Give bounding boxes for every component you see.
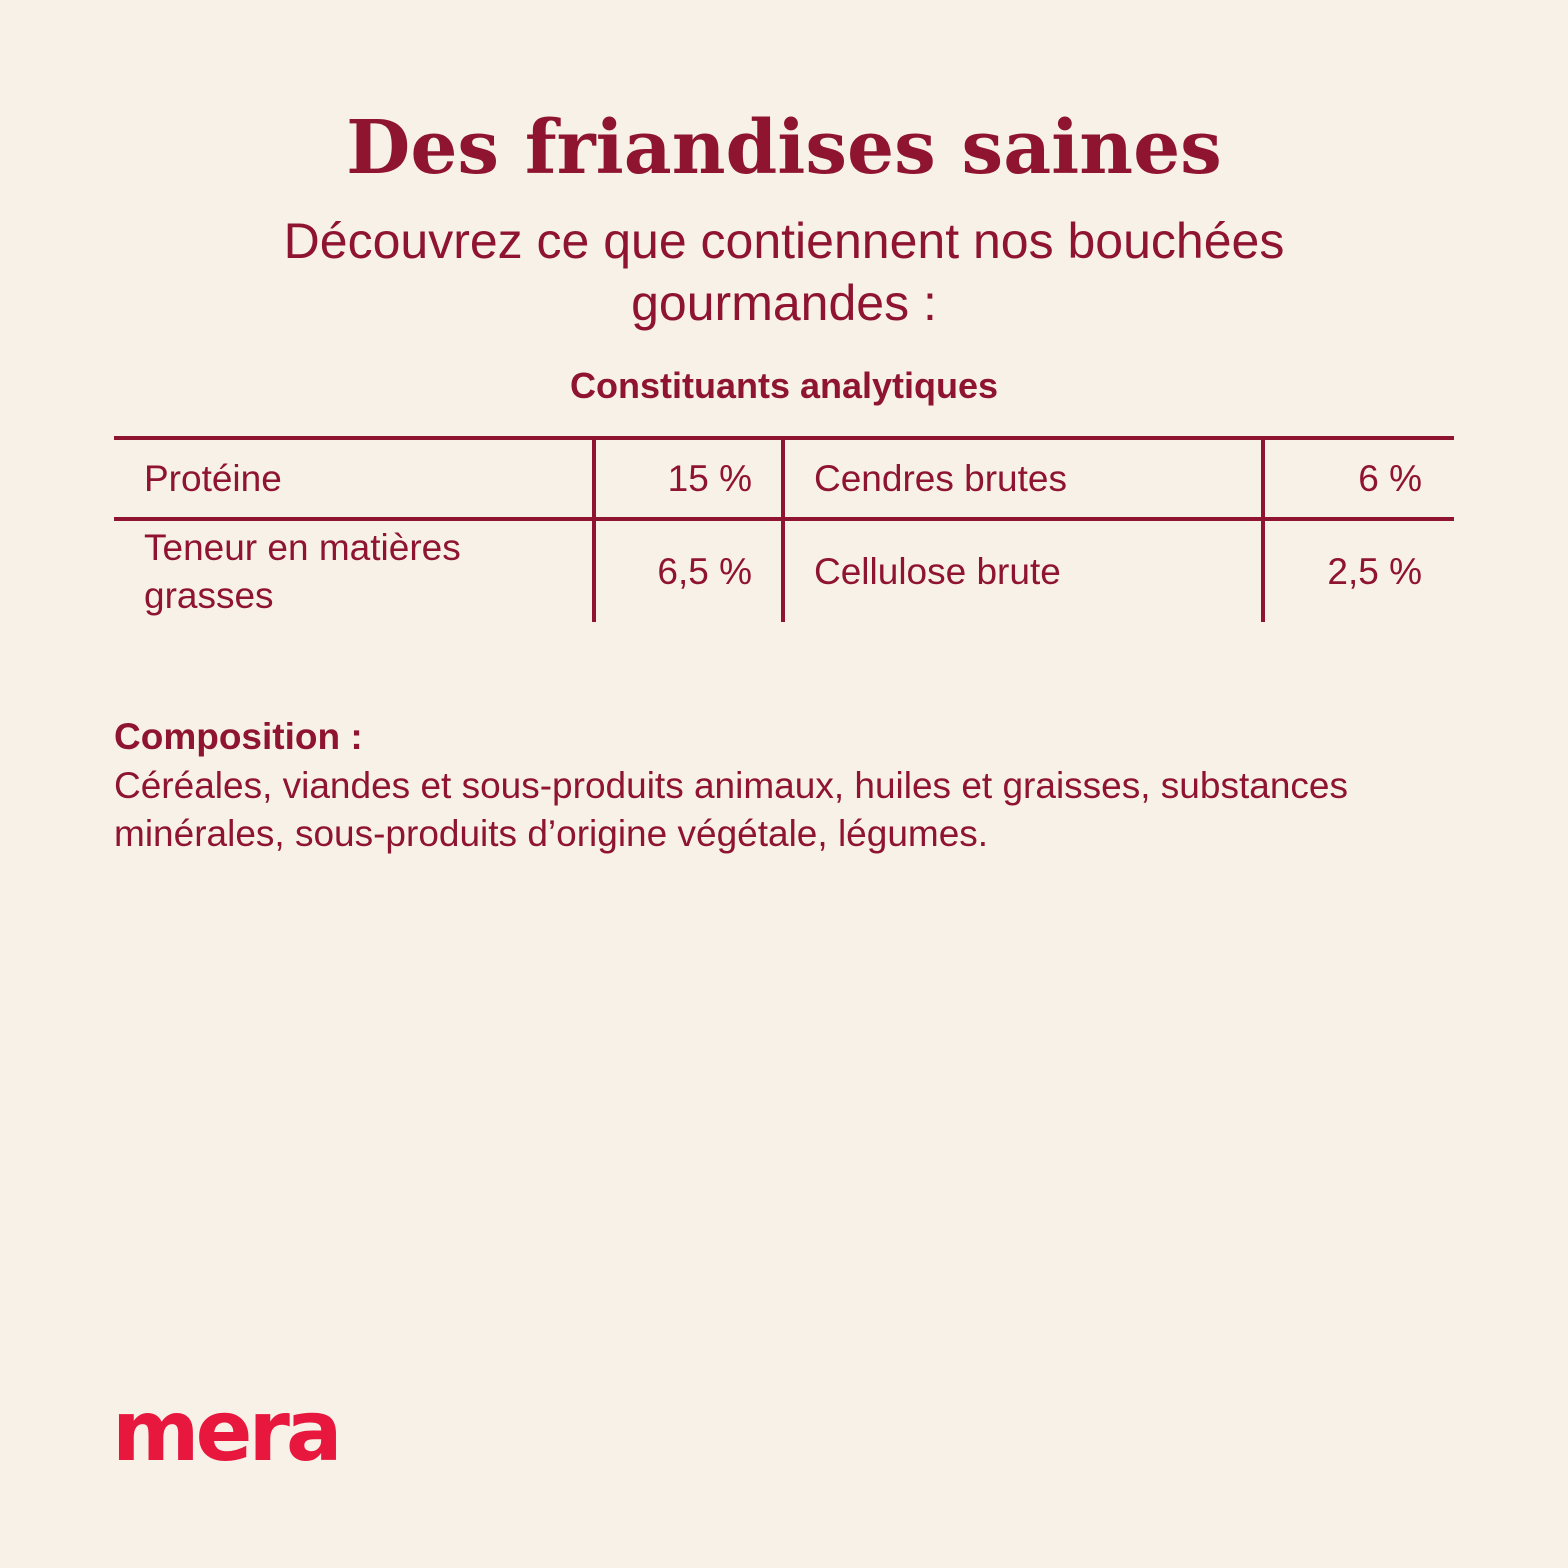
- composition-section: Composition : Céréales, viandes et sous-…: [114, 712, 1464, 858]
- table-col-divider-1: [592, 436, 596, 622]
- table-cell-label: Cendres brutes: [814, 457, 1067, 499]
- mera-logo: mera: [112, 1382, 343, 1480]
- page-title: Des friandises saines: [346, 105, 1222, 191]
- composition-label: Composition :: [114, 716, 363, 757]
- analysis-table: Protéine 15 % Cendres brutes 6 % Teneur …: [114, 436, 1454, 622]
- table-cell-label: Teneur en matières grasses: [144, 526, 461, 616]
- table-cell-value: 6,5 %: [657, 550, 752, 592]
- composition-text: Céréales, viandes et sous-produits anima…: [114, 765, 1348, 854]
- analysis-heading: Constituants analytiques: [569, 365, 999, 406]
- table-cell-value: 15 %: [667, 457, 752, 499]
- table-cell-value: 6 %: [1358, 457, 1422, 499]
- table-col-divider-3: [1261, 436, 1265, 622]
- page-subtitle: Découvrez ce que contiennent nos bouchée…: [283, 213, 1285, 331]
- table-col-divider-2: [781, 436, 785, 622]
- table-cell-label: Cellulose brute: [814, 550, 1061, 592]
- table-cell-value: 2,5 %: [1327, 550, 1422, 592]
- table-cell-label: Protéine: [144, 457, 282, 499]
